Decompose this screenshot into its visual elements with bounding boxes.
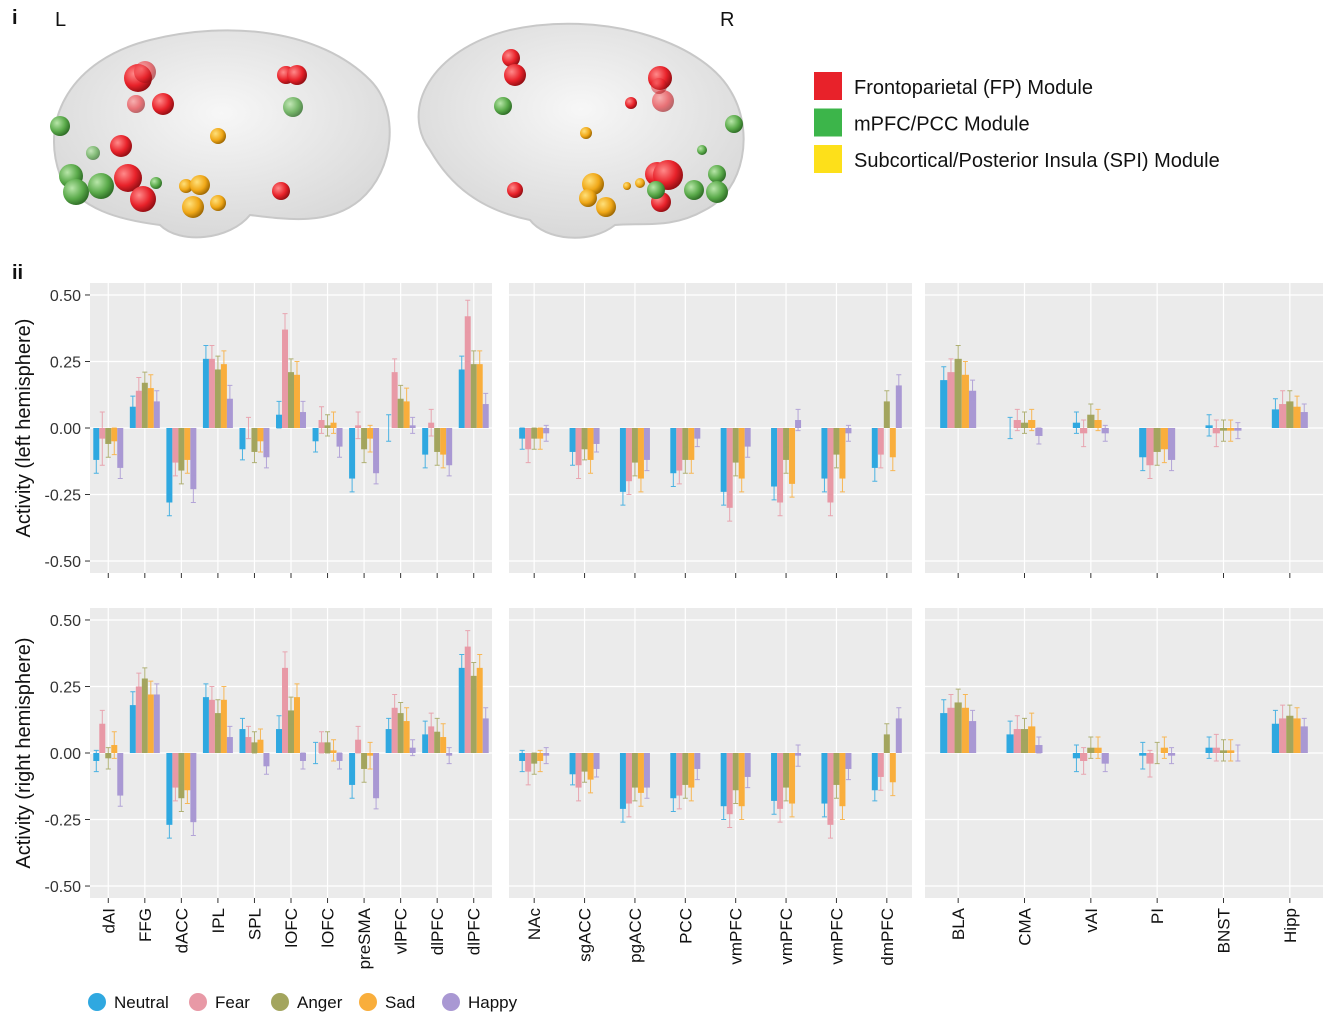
x-tick-label: NAc (525, 908, 544, 941)
y-tick-label: -0.50 (45, 554, 82, 571)
x-tick-label: PI (1148, 908, 1167, 924)
x-tick-label: IPL (209, 908, 228, 934)
x-tick-label: BLA (949, 907, 968, 940)
x-tick-label: dmPFC (878, 908, 897, 966)
legend-label: Sad (385, 993, 415, 1012)
legend-marker (88, 993, 106, 1011)
y-tick-label: -0.50 (45, 879, 82, 896)
module-label: mPFC/PCC Module (854, 114, 1030, 136)
module-swatch (814, 145, 842, 173)
x-tick-label: FFG (136, 908, 155, 942)
panel-label: ii (12, 262, 23, 284)
y-tick-label: 0.00 (50, 746, 81, 763)
x-tick-label: CMA (1016, 907, 1035, 945)
module-label: Frontoparietal (FP) Module (854, 77, 1093, 99)
legend-marker (189, 993, 207, 1011)
x-tick-label: vAI (1082, 908, 1101, 933)
legend-marker (442, 993, 460, 1011)
bar (142, 679, 148, 753)
y-tick-label: 0.25 (50, 354, 81, 371)
y-axis-title: Activity (right hemisphere) (13, 637, 35, 868)
x-tick-label: vlPFC (392, 908, 411, 954)
x-tick-label: vmPFC (727, 908, 746, 965)
x-tick-label: BNST (1215, 908, 1234, 953)
x-tick-label: lOFC (319, 908, 338, 948)
x-tick-label: dAI (99, 908, 118, 934)
brain-left (50, 30, 390, 237)
x-tick-label: dlPFC (428, 908, 447, 955)
x-tick-label: pgACC (626, 908, 645, 963)
module-swatch (814, 72, 842, 100)
y-tick-label: 0.25 (50, 679, 81, 696)
legend-marker (271, 993, 289, 1011)
hemisphere-label: R (720, 9, 734, 31)
legend-label: Neutral (114, 993, 169, 1012)
x-tick-label: Hipp (1281, 908, 1300, 943)
y-tick-label: -0.25 (45, 488, 82, 505)
module-swatch (814, 109, 842, 137)
y-tick-label: 0.50 (50, 613, 81, 630)
panel-label: i (12, 7, 18, 29)
bar (465, 316, 471, 428)
brain-right (419, 24, 744, 238)
x-tick-label: PCC (676, 908, 695, 944)
legend-label: Anger (297, 993, 343, 1012)
x-tick-label: preSMA (355, 907, 374, 969)
y-tick-label: 0.50 (50, 288, 81, 305)
hemisphere-label: L (55, 9, 66, 31)
x-tick-label: sgACC (576, 908, 595, 962)
x-tick-label: SPL (245, 908, 264, 940)
legend-marker (359, 993, 377, 1011)
x-tick-label: dlPFC (465, 908, 484, 955)
legend-label: Fear (215, 993, 250, 1012)
y-axis-title: Activity (left hemisphere) (13, 319, 35, 538)
x-tick-label: lOFC (282, 908, 301, 948)
x-tick-label: vmPFC (777, 908, 796, 965)
module-label: Subcortical/Posterior Insula (SPI) Modul… (854, 150, 1220, 172)
y-tick-label: 0.00 (50, 421, 81, 438)
figure: i ii L R Frontoparietal (FP) Module mPFC/… (0, 0, 1336, 1013)
x-tick-label: vmPFC (827, 908, 846, 965)
legend-label: Happy (468, 993, 518, 1012)
y-tick-label: -0.25 (45, 813, 82, 830)
x-tick-label: dACC (172, 908, 191, 953)
